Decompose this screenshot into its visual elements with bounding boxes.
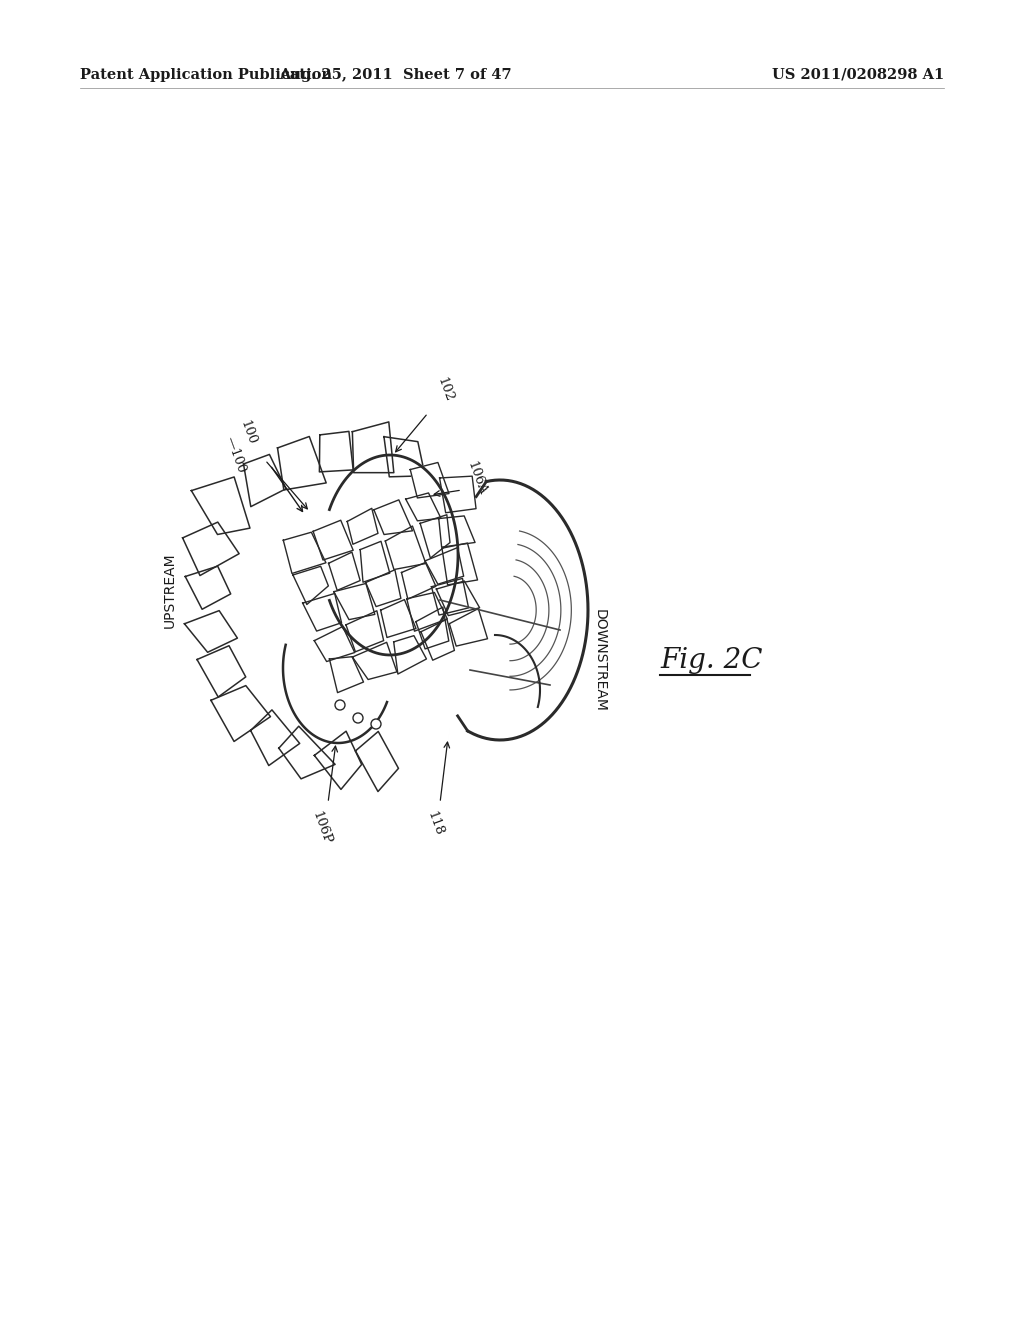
Text: 106P: 106P: [310, 810, 334, 846]
Polygon shape: [352, 422, 394, 473]
Polygon shape: [360, 541, 390, 582]
Polygon shape: [411, 462, 449, 498]
Polygon shape: [420, 515, 450, 558]
Text: 102: 102: [435, 376, 456, 404]
Text: 118: 118: [425, 810, 445, 838]
Text: 100: 100: [238, 418, 258, 447]
Polygon shape: [279, 726, 335, 779]
Text: UPSTREAM: UPSTREAM: [163, 552, 177, 628]
Polygon shape: [185, 566, 230, 610]
Text: US 2011/0208298 A1: US 2011/0208298 A1: [772, 69, 944, 82]
Polygon shape: [347, 508, 378, 544]
Polygon shape: [442, 543, 477, 585]
Polygon shape: [352, 643, 397, 680]
Circle shape: [371, 719, 381, 729]
Polygon shape: [436, 581, 479, 615]
Polygon shape: [303, 594, 342, 631]
Text: 106A: 106A: [465, 459, 489, 496]
Text: DOWNSTREAM: DOWNSTREAM: [593, 609, 607, 711]
Polygon shape: [355, 731, 398, 792]
Polygon shape: [439, 477, 476, 512]
Polygon shape: [346, 611, 384, 652]
Polygon shape: [314, 627, 354, 661]
Text: —100: —100: [222, 434, 248, 475]
Polygon shape: [407, 593, 447, 631]
Circle shape: [353, 713, 362, 723]
Polygon shape: [330, 657, 364, 693]
Polygon shape: [251, 710, 300, 766]
Polygon shape: [211, 685, 270, 742]
Polygon shape: [284, 532, 326, 573]
Polygon shape: [366, 570, 400, 607]
Polygon shape: [431, 578, 469, 615]
Polygon shape: [393, 636, 426, 675]
Polygon shape: [182, 523, 240, 576]
Polygon shape: [450, 609, 487, 645]
Polygon shape: [184, 611, 238, 652]
Polygon shape: [421, 619, 455, 660]
Polygon shape: [401, 562, 436, 599]
Circle shape: [335, 700, 345, 710]
Polygon shape: [244, 454, 286, 507]
Polygon shape: [319, 432, 353, 471]
Polygon shape: [293, 566, 329, 605]
Polygon shape: [329, 552, 360, 590]
Polygon shape: [278, 437, 327, 490]
Polygon shape: [197, 645, 246, 697]
Polygon shape: [381, 599, 416, 638]
Polygon shape: [416, 607, 449, 649]
Polygon shape: [385, 527, 426, 569]
Polygon shape: [314, 731, 361, 789]
Polygon shape: [384, 437, 425, 477]
Polygon shape: [334, 583, 375, 619]
Polygon shape: [313, 520, 353, 560]
Polygon shape: [191, 477, 250, 535]
Text: Aug. 25, 2011  Sheet 7 of 47: Aug. 25, 2011 Sheet 7 of 47: [279, 69, 511, 82]
Polygon shape: [406, 492, 441, 521]
Polygon shape: [425, 548, 464, 585]
Text: Fig. 2C: Fig. 2C: [660, 647, 763, 673]
Text: Patent Application Publication: Patent Application Publication: [80, 69, 332, 82]
Polygon shape: [438, 516, 475, 546]
Polygon shape: [374, 500, 413, 535]
